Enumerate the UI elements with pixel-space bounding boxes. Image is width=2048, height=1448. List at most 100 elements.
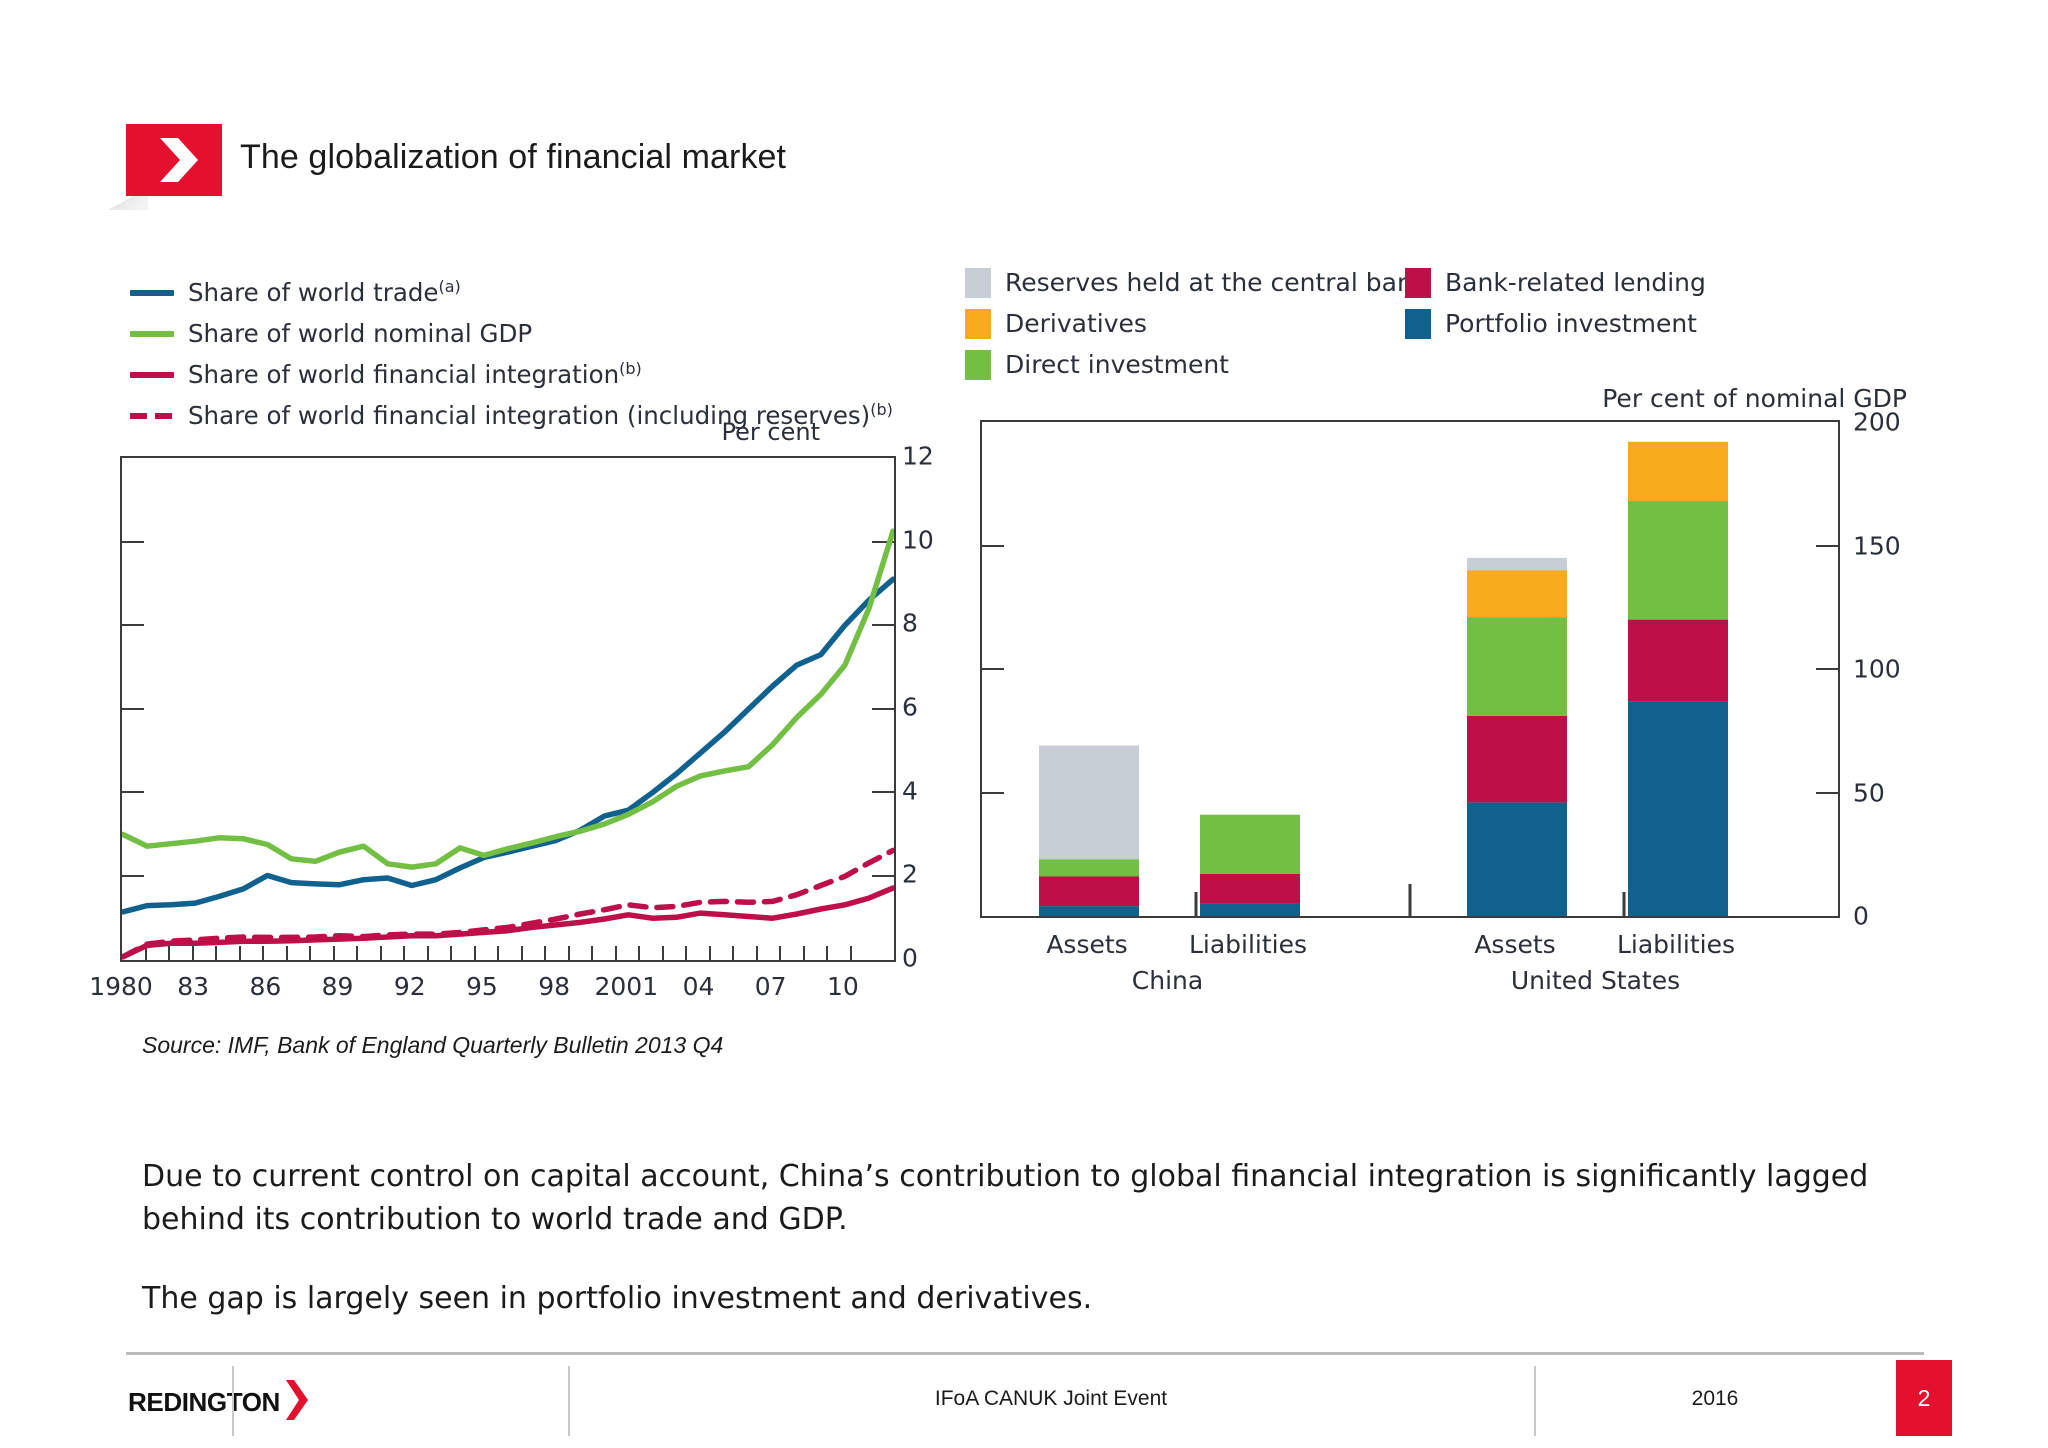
bar-chart-group-united-states: United States	[1510, 966, 1681, 995]
bar-segment-3-2	[1628, 501, 1728, 620]
redington-logo	[108, 124, 222, 210]
bar-segment-2-1	[1467, 715, 1567, 803]
line-chart-xtick-95: 95	[466, 972, 498, 1001]
legend-swatch-orange	[965, 308, 991, 339]
legend-swatch-crimson-dashed-line	[130, 412, 174, 419]
legend-label-world-gdp: Share of world nominal GDP	[188, 319, 533, 348]
bar-segment-2-2	[1467, 617, 1567, 716]
bar-chart-category-3: Liabilities	[1616, 930, 1736, 959]
legend-sup-b: (b)	[619, 358, 642, 378]
page-number-badge: 2	[1896, 1360, 1952, 1436]
legend-swatch-crimson-line	[130, 371, 174, 378]
line-chart-series-group	[122, 528, 894, 960]
source-note: Source: IMF, Bank of England Quarterly B…	[142, 1032, 724, 1058]
legend-label-direct-investment: Direct investment	[1005, 350, 1229, 379]
line-chart-ytick-10: 10	[902, 525, 934, 555]
line-series-0	[122, 576, 894, 915]
line-chart-xtick-1980: 1980	[89, 972, 153, 1001]
legend-item-direct-investment: Direct investment	[965, 344, 1427, 385]
bar-segment-1-2	[1200, 814, 1300, 874]
bar-chart-ytick-200: 200	[1853, 407, 1901, 437]
bottom-axis-ticks	[145, 946, 852, 960]
legend-swatch-green-line	[130, 330, 174, 337]
right-axis-ticks	[872, 541, 894, 877]
line-chart-ytick-6: 6	[902, 692, 918, 722]
legend-sup-a: (a)	[438, 276, 461, 296]
bar-segment-0-0	[1039, 906, 1139, 916]
bar-segment-3-1	[1628, 619, 1728, 702]
footer-redington-logo: REDINGTON	[128, 1378, 310, 1427]
slide-header: The globalization of financial market	[0, 0, 2048, 210]
bar-chart-ytick-150: 150	[1853, 531, 1901, 560]
footer-divider-line	[126, 1352, 1924, 1355]
legend-swatch-blue	[1405, 308, 1431, 339]
chevron-right-icon	[126, 124, 222, 196]
bar-chart-bars-group	[1039, 441, 1728, 916]
legend-item-world-gdp: Share of world nominal GDP	[130, 313, 940, 354]
line-chart-xtick-89: 89	[321, 972, 354, 1001]
legend-swatch-green	[965, 349, 991, 380]
bar-segment-2-4	[1467, 557, 1567, 571]
legend-item-derivatives: Derivatives	[965, 303, 1427, 344]
line-chart-xtick-04: 04	[682, 972, 715, 1001]
footer-cell-divider-3	[1534, 1366, 1536, 1436]
line-series-1	[122, 528, 894, 870]
legend-label-portfolio-investment: Portfolio investment	[1445, 309, 1697, 338]
bar-chart-y-axis-labels: 0 50 100 150 200	[1853, 402, 1943, 932]
bar-chart-left-axis-ticks	[982, 545, 1004, 794]
bar-chart-ytick-100: 100	[1853, 654, 1901, 684]
line-series-3	[122, 847, 894, 960]
line-chart-xtick-98: 98	[538, 972, 571, 1001]
legend-label-world-trade: Share of world trade	[188, 278, 439, 307]
bar-chart-plot-area	[980, 420, 1840, 918]
line-chart-ytick-4: 4	[902, 776, 918, 806]
legend-label-derivatives: Derivatives	[1005, 309, 1147, 338]
bar-chart-x-axis-labels: Assets Liabilities Assets Liabilities China U…	[980, 930, 1840, 1020]
bar-segment-0-4	[1039, 745, 1139, 860]
legend-item-portfolio-investment: Portfolio investment	[1405, 303, 1706, 344]
line-chart-ytick-12: 12	[902, 441, 934, 471]
line-chart-ytick-0: 0	[902, 943, 918, 973]
bar-chart-ytick-50: 50	[1853, 778, 1885, 807]
legend-swatch-crimson	[1405, 267, 1431, 298]
slide-footer: REDINGTON IFoA CANUK Joint Event 2016 2	[0, 1352, 2048, 1448]
legend-item-reserves: Reserves held at the central bank	[965, 262, 1427, 303]
left-axis-ticks	[122, 541, 144, 877]
body-paragraph-1: Due to current control on capital accoun…	[142, 1159, 1869, 1237]
stacked-bar-chart-assets-liabilities: Reserves held at the central bank Deriva…	[965, 262, 1965, 1112]
body-paragraph-2: The gap is largely seen in portfolio inv…	[142, 1281, 1093, 1316]
bar-chart-category-1: Liabilities	[1188, 930, 1308, 959]
legend-item-financial-integration-reserves: Share of world financial integration (in…	[130, 395, 940, 436]
line-chart-xtick-2001: 2001	[594, 972, 659, 1001]
line-chart-x-axis-labels: 1980 83 86 89 92 95 98 2001 04 07 10	[89, 972, 896, 1012]
legend-swatch-grey	[965, 267, 991, 298]
legend-label-bank-lending: Bank-related lending	[1445, 268, 1706, 297]
page-title: The globalization of financial market	[240, 138, 787, 176]
line-chart-xtick-10: 10	[826, 972, 859, 1001]
legend-label-reserves: Reserves held at the central bank	[1005, 268, 1428, 297]
line-chart-xtick-83: 83	[177, 972, 210, 1001]
bar-chart-group-china: China	[1131, 966, 1204, 995]
bar-segment-0-1	[1039, 876, 1139, 907]
chevron-right-icon	[284, 1378, 310, 1427]
legend-swatch-blue-line	[130, 289, 174, 296]
legend-sup-b2: (b)	[870, 399, 893, 419]
line-chart-legend: Share of world trade(a) Share of world n…	[130, 272, 940, 436]
legend-item-world-trade: Share of world trade(a)	[130, 272, 940, 313]
bar-segment-2-3	[1467, 570, 1567, 618]
bar-chart-ytick-0: 0	[1853, 901, 1869, 931]
bar-segment-1-1	[1200, 874, 1300, 904]
line-chart-plot-area	[120, 456, 896, 962]
bar-chart-right-axis-ticks	[1816, 545, 1838, 794]
line-chart-y-axis-labels: 0 2 4 6 8 10 12	[902, 432, 962, 973]
legend-item-bank-lending: Bank-related lending	[1405, 262, 1706, 303]
bar-segment-1-0	[1200, 903, 1300, 916]
bar-chart-category-0: Assets	[1046, 930, 1128, 959]
bar-chart-category-2: Assets	[1474, 930, 1556, 959]
legend-label-financial-integration-reserves: Share of world financial integration (in…	[188, 401, 871, 430]
footer-cell-divider-2	[568, 1366, 570, 1436]
line-chart-xtick-07: 07	[754, 972, 787, 1001]
line-series-2	[122, 885, 894, 960]
footer-cell-divider-1	[232, 1366, 234, 1436]
line-chart-xtick-92: 92	[393, 972, 426, 1001]
